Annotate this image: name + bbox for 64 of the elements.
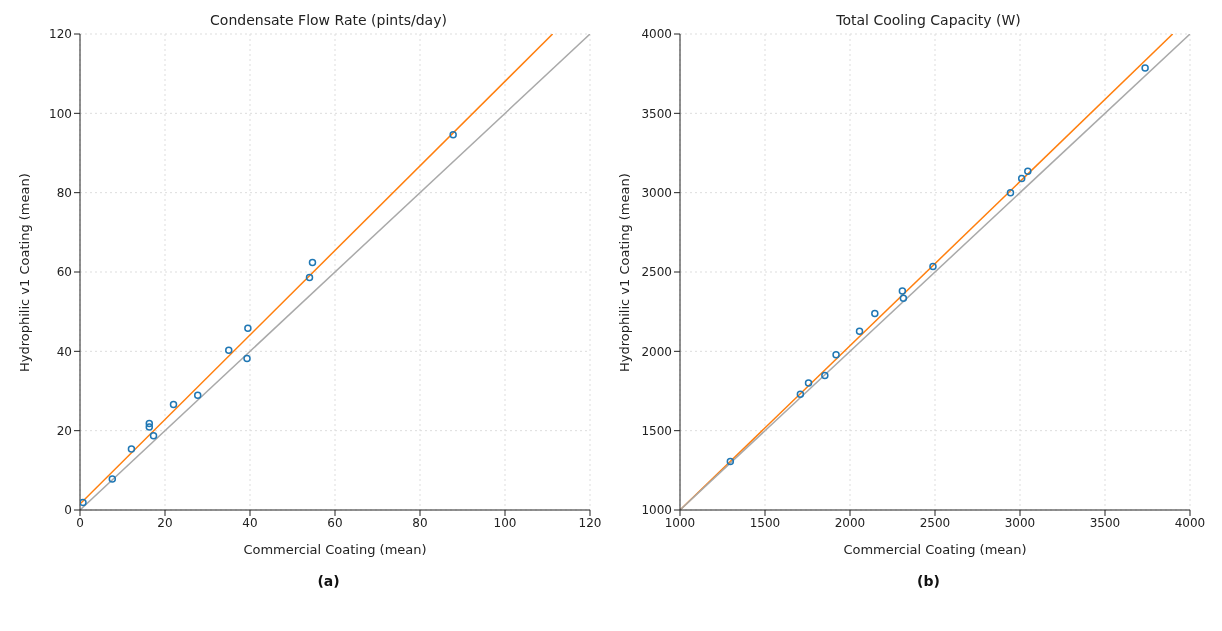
point	[804, 379, 813, 387]
x-tick-label: 100	[493, 515, 517, 530]
y-tick-label: 3000	[641, 185, 672, 200]
x-tick-label: 3000	[1004, 515, 1036, 530]
y-tick-label: 120	[49, 27, 72, 42]
point	[169, 400, 178, 409]
point	[145, 419, 154, 428]
x-tick-label: 80	[412, 515, 428, 530]
point	[1017, 174, 1026, 183]
point	[821, 371, 829, 380]
x-tick-label: 4000	[1174, 515, 1206, 530]
point	[855, 327, 864, 336]
text: (a)	[316, 573, 341, 589]
point	[1024, 167, 1032, 175]
point	[80, 498, 87, 507]
x-tick-label: 40	[242, 515, 258, 530]
y-tick-label: 40	[56, 344, 72, 359]
point	[796, 390, 805, 399]
point	[898, 287, 907, 295]
y-tick-label: 1500	[641, 423, 672, 438]
x-tick-label: 1500	[749, 515, 781, 530]
y-tick-label: 80	[56, 185, 72, 200]
y-tick-label: 2500	[641, 265, 672, 280]
x-tick-label: 20	[157, 515, 173, 530]
point	[244, 324, 252, 333]
y-tick-label: 4000	[641, 27, 672, 42]
point	[127, 445, 136, 453]
x-axis-title: Commercial Coating (mean)	[243, 542, 427, 557]
y-tick-label: 1000	[641, 503, 672, 518]
text: (b)	[916, 573, 941, 589]
point	[899, 294, 908, 303]
point	[243, 354, 251, 363]
chart-title: Total Cooling Capacity (W)	[835, 12, 1022, 28]
point	[149, 432, 158, 440]
point	[726, 457, 735, 466]
point	[108, 475, 117, 483]
point	[308, 258, 317, 267]
y-axis-title: Hydrophilic v1 Coating (mean)	[616, 173, 632, 372]
point	[1006, 188, 1015, 197]
y-tick-label: 100	[49, 106, 72, 121]
y-tick-label: 0	[64, 503, 72, 518]
point	[1141, 64, 1149, 72]
y-axis-title: Hydrophilic v1 Coating (mean)	[16, 173, 32, 372]
point	[871, 309, 879, 318]
point	[145, 423, 154, 431]
point	[305, 273, 314, 282]
point	[193, 391, 202, 400]
point	[449, 131, 457, 139]
x-tick-label: 3500	[1089, 515, 1121, 530]
point	[832, 351, 840, 359]
x-tick-label: 0	[76, 515, 84, 530]
chart-title: Condensate Flow Rate (pints/day)	[209, 12, 448, 28]
x-tick-label: 1000	[664, 515, 696, 530]
y-tick-label: 3500	[641, 106, 672, 121]
point	[929, 262, 937, 271]
x-tick-label: 60	[327, 515, 343, 530]
y-tick-label: 20	[56, 423, 72, 438]
x-axis-title: Commercial Coating (mean)	[843, 542, 1027, 557]
x-tick-label: 120	[578, 515, 602, 530]
y-tick-label: 60	[56, 265, 72, 280]
y-tick-label: 2000	[641, 344, 672, 359]
x-tick-label: 2000	[834, 515, 866, 530]
point	[225, 346, 233, 354]
x-tick-label: 2500	[919, 515, 951, 530]
